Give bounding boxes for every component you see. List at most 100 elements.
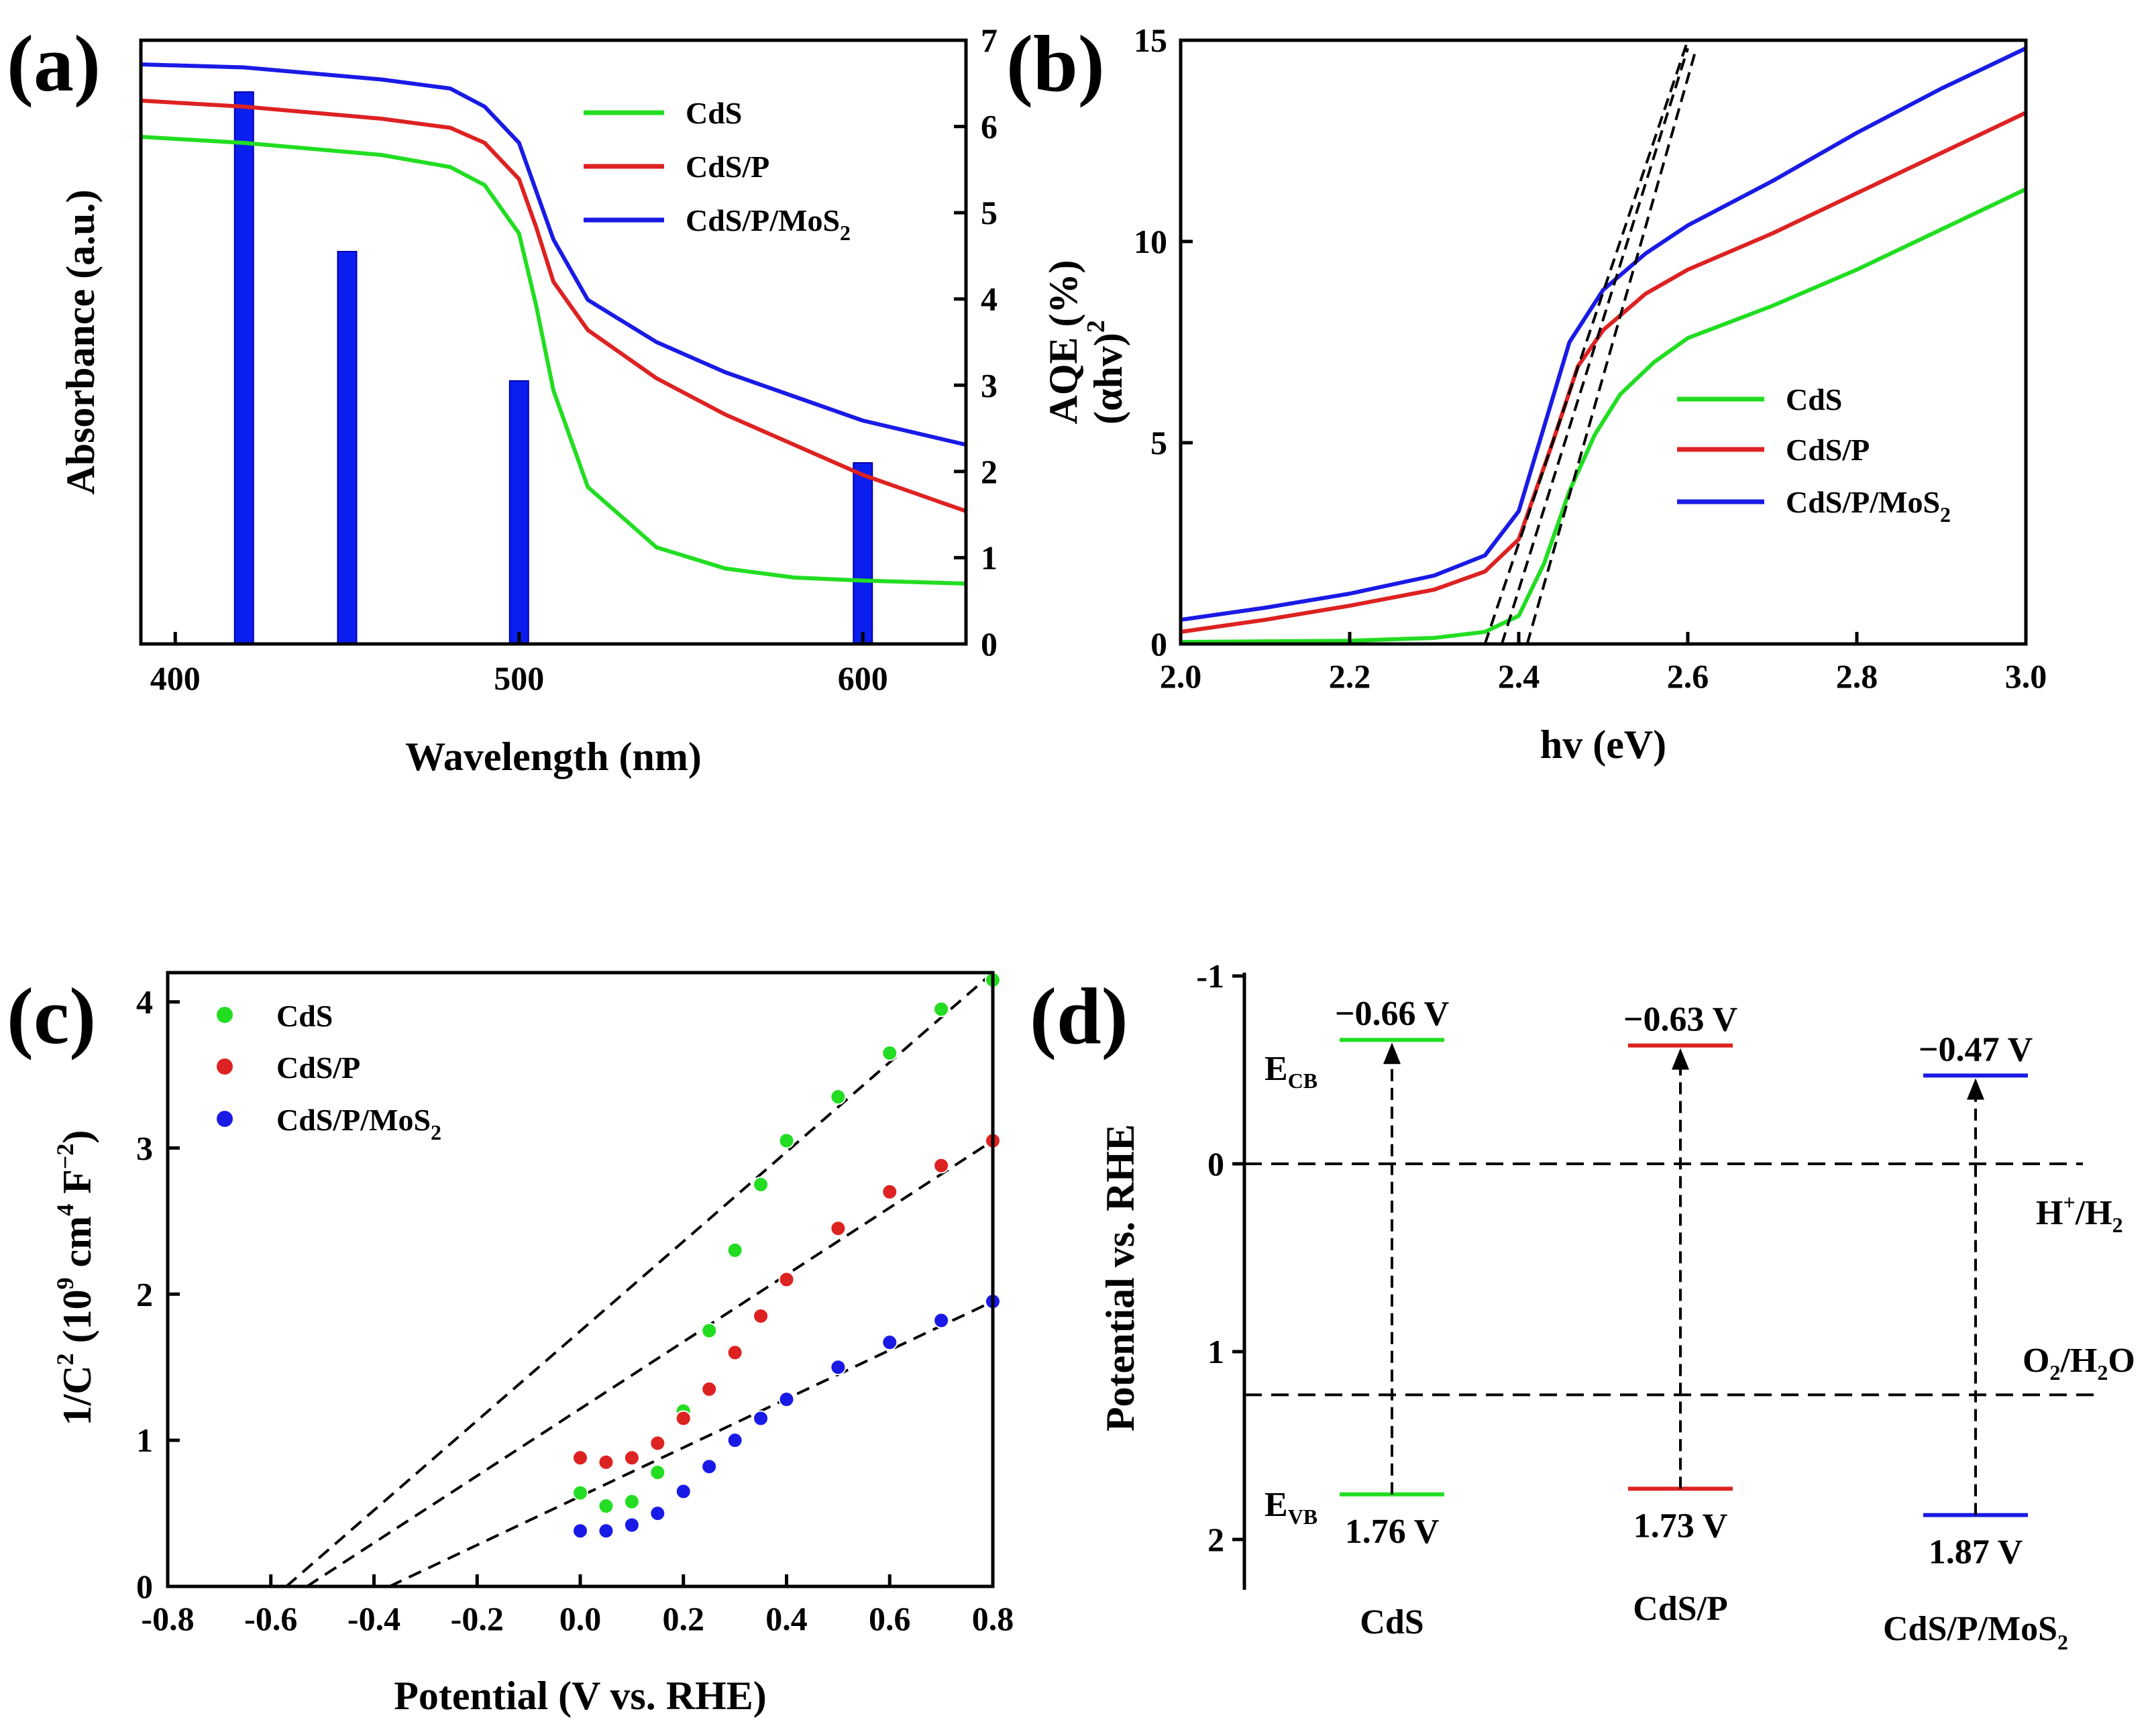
panel-label: (b) — [1006, 19, 1105, 108]
point-cds — [572, 1484, 588, 1501]
aqe-bar-500 — [508, 380, 529, 645]
reference-levels — [1244, 1162, 2096, 1397]
point-cds — [649, 1464, 666, 1481]
aqe-bar-420 — [233, 91, 254, 645]
x-axis-title: Wavelength (nm) — [405, 735, 702, 779]
x-tick-label: 2.0 — [1160, 657, 1202, 695]
y2-tick-label: 3 — [981, 366, 998, 404]
y-tick-label: 4 — [136, 983, 153, 1021]
y-axis-title: 1/C2 (109 cm4 F−2) — [52, 1130, 99, 1426]
point-cdsp — [830, 1220, 847, 1237]
point-cdspmos2 — [727, 1432, 743, 1449]
x-tick-label: 0.2 — [663, 1600, 705, 1637]
panel-label: (d) — [1030, 971, 1128, 1061]
x-tick-label: -0.8 — [141, 1600, 194, 1637]
absorbance-line-cds — [140, 135, 967, 586]
plot-frame — [1179, 38, 2028, 646]
tauc-line-cdspmos2 — [1180, 46, 2027, 622]
mott-schottky-points — [572, 971, 1001, 1539]
y-tick-label: 1 — [1207, 1333, 1224, 1370]
y-tick-label: 3 — [136, 1129, 153, 1167]
legend-marker-cdsp — [217, 1059, 233, 1075]
panel-b: 2.0 2.2 2.4 2.6 2.8 3.0 0 5 10 15 (b) hv (eV) (α… — [1006, 19, 2047, 767]
point-cdsp — [649, 1435, 666, 1452]
x-tick-label: -0.4 — [347, 1600, 400, 1637]
x-tick-label: 0.0 — [559, 1600, 602, 1637]
y-tick-label: 0 — [1150, 625, 1167, 663]
tauc-fit-line — [1500, 48, 1689, 645]
point-cdsp — [727, 1344, 743, 1361]
y-axis-title: (αhv)2 — [1082, 320, 1130, 425]
vb-value-cds: 1.76 V — [1345, 1513, 1440, 1551]
y-tick-label: 15 — [1134, 21, 1167, 59]
mott-schottky-fit-line — [306, 1139, 994, 1588]
point-cdspmos2 — [623, 1517, 640, 1533]
point-cds — [933, 1001, 950, 1018]
point-cdsp — [572, 1450, 588, 1466]
point-cdsp — [933, 1157, 950, 1174]
sample-label-cdsp: CdS/P — [1633, 1590, 1728, 1628]
evb-label: EVB — [1265, 1486, 1317, 1529]
tauc-fit-lines — [1483, 40, 1698, 645]
panel-label: (c) — [7, 971, 96, 1061]
point-cds — [778, 1132, 795, 1149]
panel-label: (a) — [7, 19, 101, 108]
x-ticks: 400 500 600 — [150, 632, 888, 697]
y-ticks: 0 1 2 3 4 — [136, 983, 180, 1605]
legend-label-cdsp: CdS/P — [1786, 433, 1870, 467]
point-cdspmos2 — [572, 1523, 588, 1539]
o2-ref-label: O2/H2O — [2023, 1342, 2135, 1385]
point-cdsp — [778, 1271, 795, 1288]
y2-tick-label: 2 — [981, 453, 998, 490]
legend-label-cds: CdS — [1786, 382, 1842, 417]
x-ticks: 2.0 2.2 2.4 2.6 2.8 3.0 — [1160, 632, 2047, 695]
absorbance-line-cdspmos2 — [140, 62, 967, 447]
panel-a: 400 500 600 0 1 2 3 4 5 6 7 (a) Wavelength (nm) A… — [7, 19, 1085, 779]
arrow-head-cds — [1383, 1042, 1401, 1065]
point-cds — [598, 1498, 614, 1515]
sample-label-cdspmos2: CdS/P/MoS2 — [1883, 1610, 2068, 1654]
y-tick-label: 0 — [1207, 1145, 1224, 1183]
point-cdsp — [675, 1410, 692, 1427]
tauc-line-cds — [1180, 187, 2027, 644]
plot-frame — [139, 38, 968, 646]
point-cdsp — [623, 1450, 640, 1466]
arrow-head-cdsp — [1672, 1048, 1689, 1070]
point-cdsp — [753, 1307, 769, 1324]
x-tick-label: -0.2 — [451, 1600, 504, 1637]
point-cdspmos2 — [830, 1359, 847, 1376]
legend-label-cds: CdS — [686, 96, 742, 130]
point-cds — [830, 1089, 847, 1105]
cb-value-cds: −0.66 V — [1335, 995, 1449, 1033]
x-tick-label: 3.0 — [2005, 657, 2047, 695]
mott-schottky-fit-line — [285, 971, 994, 1588]
x-axis-title: hv (eV) — [1540, 722, 1666, 767]
point-cdspmos2 — [701, 1458, 718, 1475]
x-tick-label: 400 — [150, 659, 201, 697]
x-tick-label: 0.6 — [869, 1600, 911, 1637]
x-tick-label: 0.4 — [765, 1600, 808, 1637]
point-cds — [881, 1044, 898, 1061]
point-cdspmos2 — [598, 1523, 614, 1539]
y2-tick-label: 1 — [981, 539, 998, 576]
panel-d: -1 0 1 2 −0.66 V 1.76 V −0.63 V 1.73 V −0.47 V 1… — [1030, 957, 2135, 1654]
x-tick-label: 600 — [838, 659, 888, 697]
vb-value-cdsp: 1.73 V — [1633, 1507, 1728, 1545]
point-cdspmos2 — [933, 1312, 950, 1329]
arrow-head-cdspmos2 — [1967, 1078, 1984, 1100]
y-tick-label: 2 — [1207, 1521, 1224, 1558]
point-cds — [753, 1176, 769, 1193]
y-axis-title: Potential vs. RHE — [1098, 1124, 1142, 1431]
vb-value-cdspmos2: 1.87 V — [1929, 1533, 2023, 1572]
legend-label-cdsp: CdS/P — [686, 150, 769, 184]
mott-schottky-fit-line — [388, 1300, 993, 1588]
h-ref-label: H+/H2 — [2036, 1190, 2123, 1237]
y2-tick-label: 7 — [981, 21, 998, 59]
y2-tick-label: 4 — [981, 280, 998, 318]
y-tick-label: 10 — [1134, 223, 1167, 260]
aqe-bar-450 — [337, 251, 358, 645]
point-cdsp — [598, 1454, 614, 1470]
y-axis-title: Absorbance (a.u.) — [58, 189, 103, 494]
tauc-fit-line — [1525, 48, 1698, 645]
